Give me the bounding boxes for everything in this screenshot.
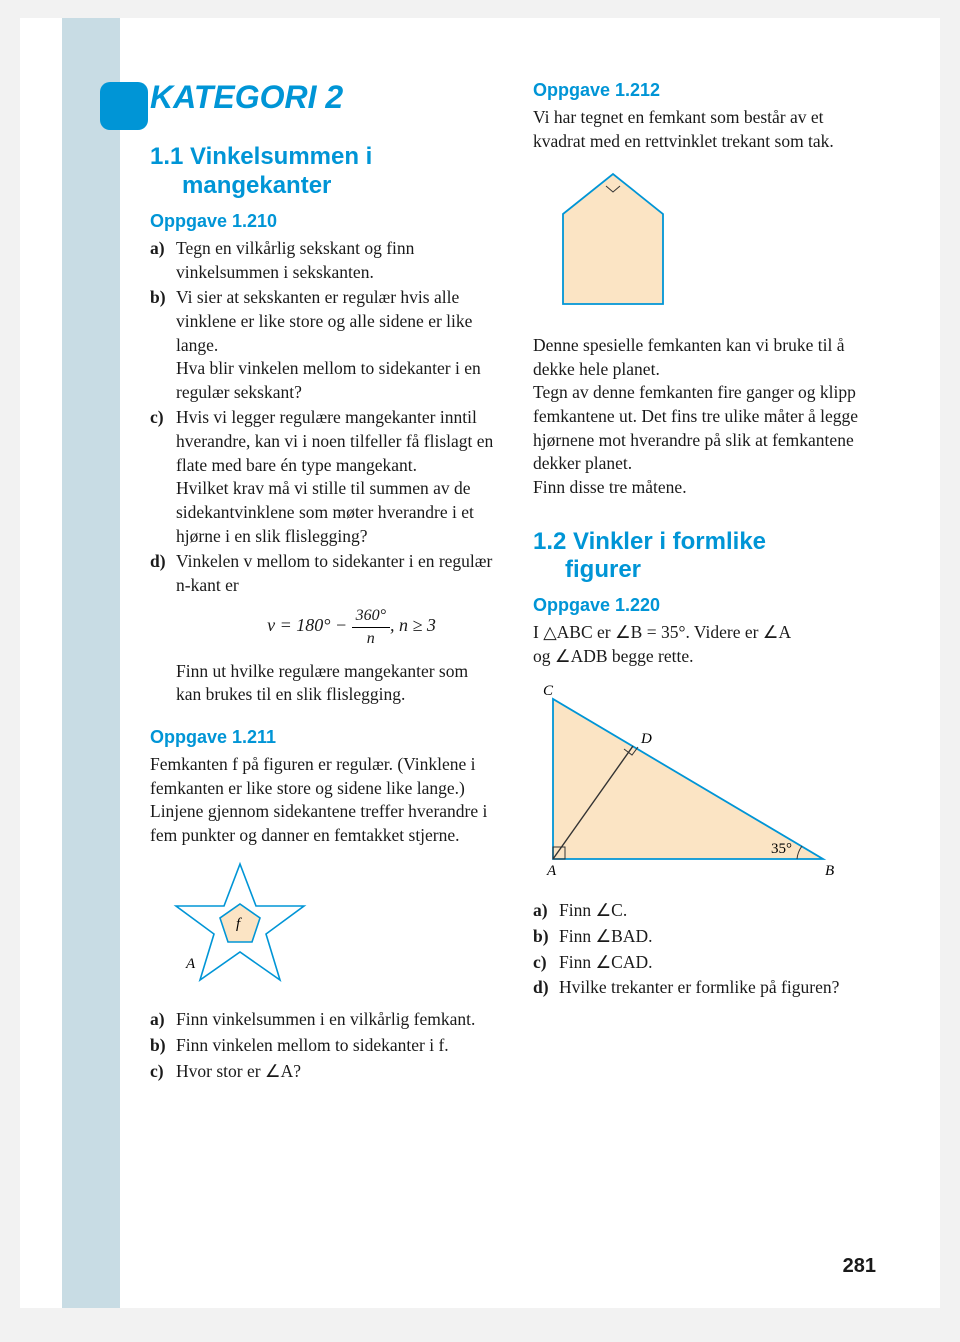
intro-line2: og ∠ADB begge rette. <box>533 646 694 666</box>
section-1-num: 1.1 <box>150 143 183 170</box>
item-label: a) <box>150 237 176 284</box>
section-2-title: 1.2 Vinkler i formlike figurer <box>533 528 880 586</box>
item-label: d) <box>150 550 176 707</box>
section-2-line2: figurer <box>565 556 880 585</box>
label-c: C <box>543 683 554 699</box>
d-formula: v = 180° − 360° n , n ≥ 3 <box>206 605 497 649</box>
item-label: c) <box>533 951 559 975</box>
oppgave-212-after: Denne spesielle femkanten kan vi bruke t… <box>533 334 880 499</box>
category-title: KATEGORI 2 <box>150 76 497 119</box>
section-1-line1: Vinkelsummen i <box>190 143 372 170</box>
section-2-line1: Vinkler i formlike <box>573 528 766 555</box>
item-text: Finn vinkelen mellom to sidekanter i f. <box>176 1034 497 1058</box>
formula-den: n <box>352 628 390 650</box>
oppgave-210-b: b) Vi sier at sekskanten er regulær hvis… <box>150 286 497 404</box>
item-label: b) <box>150 286 176 404</box>
item-text: Hvilke trekanter er formlike på figuren? <box>559 976 880 1000</box>
oppgave-220-c: c) Finn ∠CAD. <box>533 951 880 975</box>
right-column: Oppgave 1.212 Vi har tegnet en femkant s… <box>533 58 880 1085</box>
left-margin-bar <box>62 18 120 1308</box>
oppgave-211-a: a) Finn vinkelsummen i en vilkårlig femk… <box>150 1008 497 1032</box>
formula-num: 360° <box>352 605 390 628</box>
section-1-line2: mangekanter <box>182 172 497 201</box>
oppgave-211-b: b) Finn vinkelen mellom to sidekanter i … <box>150 1034 497 1058</box>
item-text: Tegn en vilkårlig sekskant og finn vinke… <box>176 237 497 284</box>
oppgave-210-title: Oppgave 1.210 <box>150 209 497 233</box>
item-label: c) <box>150 1060 176 1084</box>
item-label: d) <box>533 976 559 1000</box>
item-label: b) <box>533 925 559 949</box>
oppgave-220-a: a) Finn ∠C. <box>533 899 880 923</box>
oppgave-210-a: a) Tegn en vilkårlig sekskant og finn vi… <box>150 237 497 284</box>
d-intro: Vinkelen v mellom to sidekanter i en reg… <box>176 551 492 595</box>
star-figure: f A <box>160 858 497 995</box>
oppgave-220-d: d) Hvilke trekanter er formlike på figur… <box>533 976 880 1000</box>
label-d: D <box>640 731 652 747</box>
triangle-abc <box>553 699 823 859</box>
item-text: Finn ∠C. <box>559 899 880 923</box>
house-figure <box>543 164 880 321</box>
star-svg: f A <box>160 858 320 988</box>
item-text: Vinkelen v mellom to sidekanter i en reg… <box>176 550 497 707</box>
item-text: Vi sier at sekskanten er regulær hvis al… <box>176 286 497 404</box>
house-polygon <box>563 174 663 304</box>
oppgave-210-c: c) Hvis vi legger regulære mangekanter i… <box>150 406 497 548</box>
oppgave-211-title: Oppgave 1.211 <box>150 725 497 749</box>
oppgave-211-c: c) Hvor stor er ∠A? <box>150 1060 497 1084</box>
item-text: Hvis vi legger regulære mangekanter innt… <box>176 406 497 548</box>
category-corner-box <box>100 82 148 130</box>
house-svg <box>543 164 683 314</box>
content-columns: KATEGORI 2 1.1 Vinkelsummen i mangekante… <box>150 58 880 1085</box>
star-label-a: A <box>185 956 196 972</box>
oppgave-211-intro: Femkanten f på figuren er regulær. (Vink… <box>150 753 497 848</box>
oppgave-212-intro: Vi har tegnet en femkant som består av e… <box>533 106 880 153</box>
oppgave-212-title: Oppgave 1.212 <box>533 78 880 102</box>
label-a: A <box>546 863 557 879</box>
formula-cond: , n ≥ 3 <box>390 616 436 636</box>
formula-lhs: v = 180° − <box>267 616 347 636</box>
item-label: c) <box>150 406 176 548</box>
formula-fraction: 360° n <box>352 605 390 649</box>
section-1-title: 1.1 Vinkelsummen i mangekanter <box>150 143 497 201</box>
item-label: a) <box>150 1008 176 1032</box>
item-text: Hvor stor er ∠A? <box>176 1060 497 1084</box>
item-label: b) <box>150 1034 176 1058</box>
item-text: Finn vinkelsummen i en vilkårlig femkant… <box>176 1008 497 1032</box>
triangle-svg: 35° A B C D <box>533 679 853 879</box>
page: KATEGORI 2 1.1 Vinkelsummen i mangekante… <box>20 18 940 1308</box>
item-text: Finn ∠CAD. <box>559 951 880 975</box>
label-b: B <box>825 863 834 879</box>
d-after: Finn ut hvilke regulære mangekanter som … <box>176 661 468 705</box>
item-text: Finn ∠BAD. <box>559 925 880 949</box>
page-number: 281 <box>843 1255 876 1278</box>
left-column: KATEGORI 2 1.1 Vinkelsummen i mangekante… <box>150 58 497 1085</box>
oppgave-220-b: b) Finn ∠BAD. <box>533 925 880 949</box>
intro-line1: I △ABC er ∠B = 35°. Videre er ∠A <box>533 622 791 642</box>
section-2-num: 1.2 <box>533 528 566 555</box>
item-label: a) <box>533 899 559 923</box>
angle-b-label: 35° <box>771 841 792 857</box>
triangle-figure: 35° A B C D <box>533 679 880 886</box>
oppgave-220-intro: I △ABC er ∠B = 35°. Videre er ∠A og ∠ADB… <box>533 621 880 668</box>
oppgave-220-title: Oppgave 1.220 <box>533 593 880 617</box>
oppgave-210-d: d) Vinkelen v mellom to sidekanter i en … <box>150 550 497 707</box>
